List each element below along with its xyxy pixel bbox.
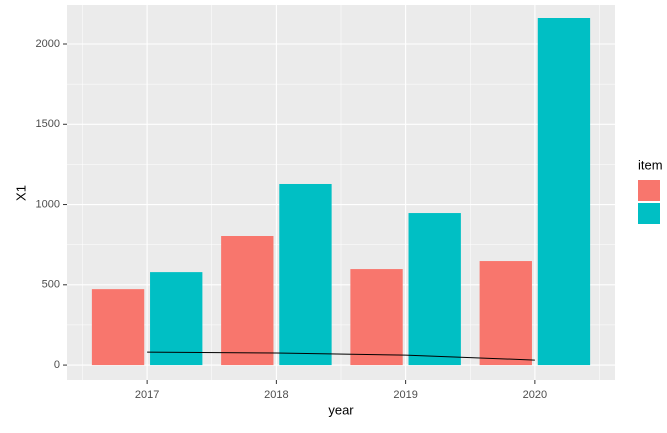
bar <box>150 272 203 366</box>
y-tick-label: 1500 <box>36 118 60 130</box>
bar <box>479 261 532 366</box>
y-tick-label: 500 <box>42 279 60 291</box>
y-tick-label: 2000 <box>36 38 60 50</box>
x-tick-label: 2019 <box>393 389 417 401</box>
legend-key <box>638 180 660 201</box>
bar <box>279 183 332 366</box>
x-tick-label: 2017 <box>135 389 159 401</box>
x-tick-label: 2018 <box>264 389 288 401</box>
x-axis-title: year <box>328 402 354 417</box>
y-axis-title: X1 <box>13 185 28 201</box>
bar <box>221 236 274 366</box>
y-tick-label: 0 <box>54 359 60 371</box>
marks <box>91 18 591 366</box>
y-tick-label: 1000 <box>36 198 60 210</box>
x-tick-label: 2020 <box>523 389 547 401</box>
bar <box>350 269 403 366</box>
legend-title: item <box>638 157 663 172</box>
line <box>147 351 535 361</box>
legend-key <box>638 203 660 224</box>
bar <box>537 18 591 366</box>
bar <box>408 213 461 366</box>
bar <box>91 289 145 366</box>
